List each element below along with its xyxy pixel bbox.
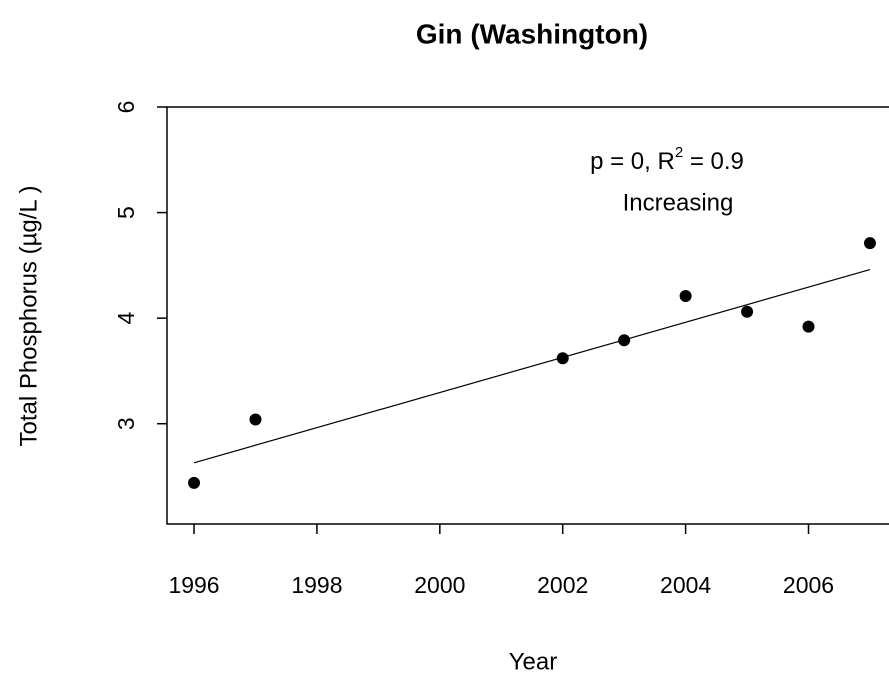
y-tick-label: 6 (113, 101, 139, 114)
data-point (863, 237, 876, 250)
data-point (679, 289, 692, 302)
y-tick-label: 4 (113, 312, 139, 325)
trend-label: Increasing (623, 189, 734, 216)
annotation-text: p = 0, R (590, 148, 675, 175)
x-tick-label: 2000 (414, 572, 465, 598)
data-point (741, 305, 754, 318)
annotation: p = 0, R2 = 0.9 (590, 144, 744, 175)
data-point (249, 413, 262, 426)
y-tick-label: 5 (113, 206, 139, 219)
x-tick-label: 1998 (291, 572, 342, 598)
data-point (802, 320, 815, 333)
plot-frame (166, 106, 889, 525)
annotation-text: = 0.9 (683, 148, 744, 175)
y-tick-label: 3 (113, 417, 139, 430)
x-axis-label: Year (509, 648, 558, 675)
chart-title: Gin (Washington) (416, 18, 648, 49)
data-point (556, 352, 569, 365)
x-tick-label: 1996 (168, 572, 219, 598)
data-point (618, 334, 631, 347)
y-axis-label: Total Phosphorus (µg/L ) (15, 185, 42, 446)
trend-line (193, 269, 871, 464)
x-tick-label: 2004 (660, 572, 711, 598)
x-tick-label: 2006 (783, 572, 834, 598)
data-point (188, 476, 201, 489)
x-tick-label: 2002 (537, 572, 588, 598)
annotation-superscript: 2 (675, 144, 683, 161)
